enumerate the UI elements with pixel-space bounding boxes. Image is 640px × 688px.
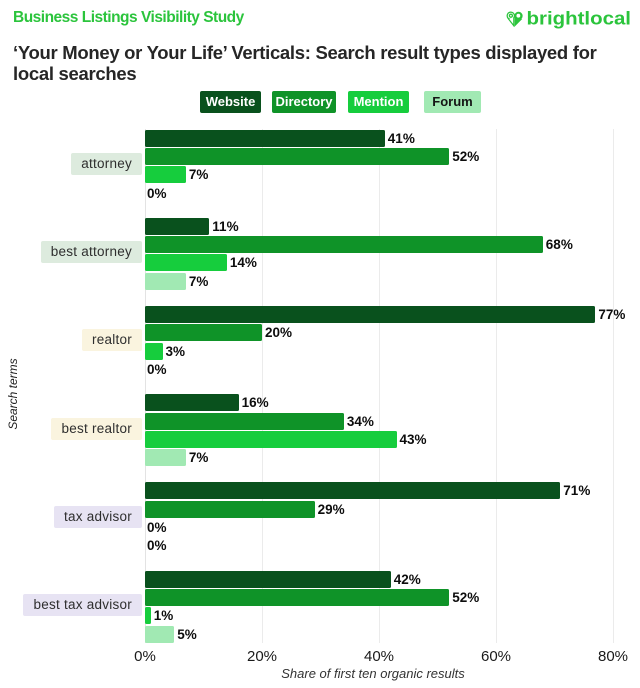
- svg-text:brightlocal: brightlocal: [527, 9, 632, 29]
